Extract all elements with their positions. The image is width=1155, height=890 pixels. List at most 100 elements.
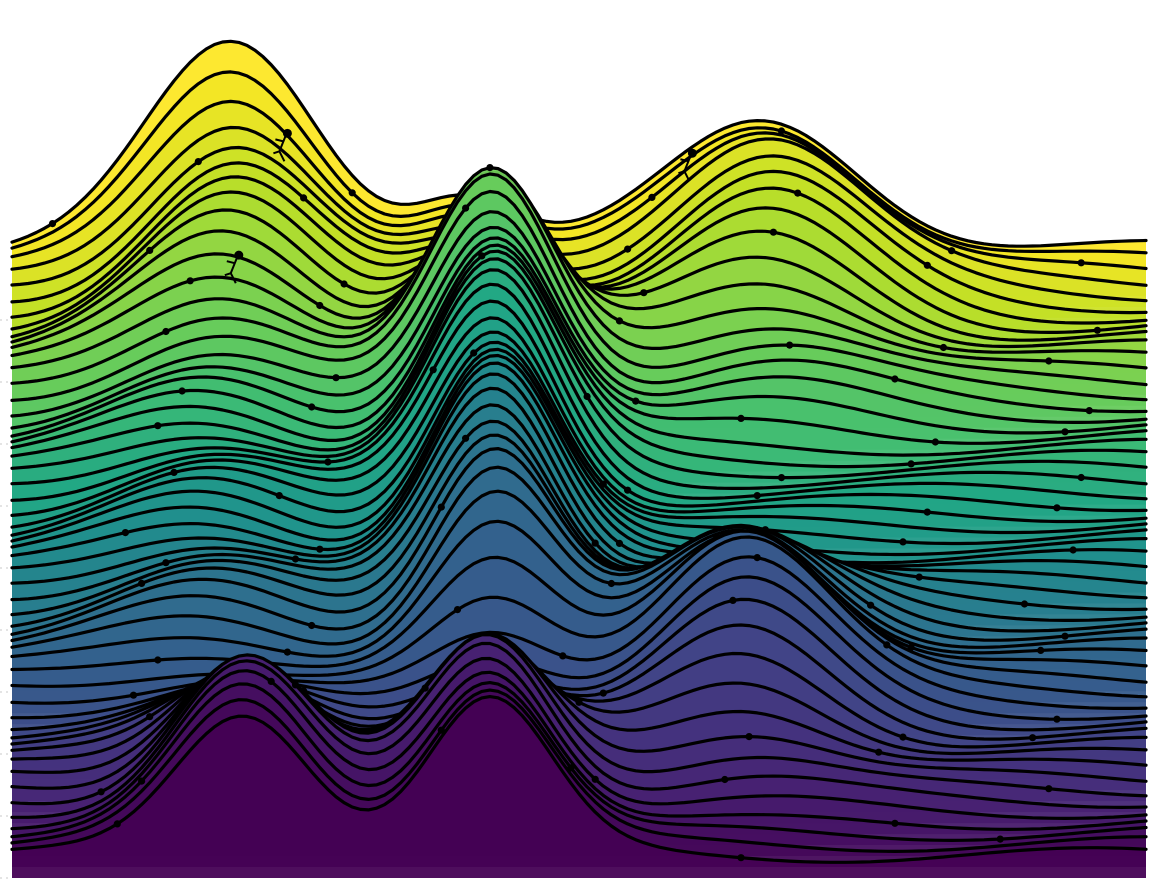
- ridge-dot: [186, 277, 194, 285]
- ridge-dot: [867, 601, 875, 609]
- ridge-dot: [146, 246, 154, 254]
- ridge-dot: [777, 474, 786, 482]
- ridge-line: [10, 419, 1148, 622]
- ridge-line: [10, 688, 1148, 853]
- ridge-series: [10, 340, 1148, 560]
- ridge-dot: [899, 733, 907, 741]
- ridge-series: [10, 210, 1148, 439]
- ridge-dot: [437, 503, 445, 511]
- ridge-line: [10, 433, 1148, 633]
- ridge-line: [10, 99, 1148, 271]
- ridge-dot: [996, 835, 1004, 843]
- ridge-dot: [97, 788, 105, 796]
- ridge-line: [10, 465, 1148, 649]
- ridge-line: [10, 170, 1148, 370]
- ridge-dot: [1020, 600, 1029, 608]
- ridge-line: [10, 489, 1148, 655]
- climber-head: [687, 148, 697, 158]
- ridge-line: [10, 447, 1148, 642]
- ridge-dot: [753, 554, 761, 562]
- ridge-dot: [907, 460, 915, 468]
- ridge-fill: [12, 317, 1146, 538]
- ridge-line: [10, 535, 1148, 699]
- ridge-dot: [923, 261, 931, 269]
- ridge-dot: [648, 193, 656, 201]
- ridge-dot: [753, 492, 761, 500]
- ridge-dot: [737, 854, 745, 862]
- ridge-dot: [429, 366, 437, 374]
- ridge-dot: [486, 164, 494, 172]
- ridge-dot: [607, 579, 616, 588]
- ridge-dot: [194, 158, 202, 166]
- ridge-dot: [891, 819, 899, 827]
- climber-body: [678, 155, 692, 182]
- ridge-dot: [308, 403, 316, 411]
- ridge-line: [10, 340, 1148, 546]
- ridge-dot: [769, 228, 778, 236]
- ridge-dot: [624, 486, 632, 494]
- ridge-dot: [291, 681, 300, 689]
- ridge-fill: [12, 404, 1146, 626]
- ridge-dot: [348, 189, 356, 197]
- ridge-dot: [948, 247, 956, 255]
- ridge-line: [10, 282, 1148, 501]
- ridge-line: [10, 669, 1148, 831]
- ridge-dot: [624, 245, 632, 253]
- ridge-fill: [12, 332, 1146, 549]
- ridge-dot: [583, 392, 591, 401]
- climber-head: [282, 128, 292, 138]
- ridge-dot: [1045, 785, 1053, 793]
- ridge-line: [10, 299, 1148, 513]
- ridge-dot: [931, 438, 940, 446]
- ridge-dot: [923, 508, 931, 516]
- ridge-dot: [340, 280, 348, 288]
- ridge-dot: [300, 194, 308, 202]
- ridge-dot: [632, 397, 640, 405]
- ridge-line: [10, 243, 1148, 457]
- ridge-dot: [316, 545, 324, 553]
- ridge-dot: [162, 327, 170, 336]
- ridge-dot: [1053, 504, 1061, 512]
- ridge-dot: [291, 555, 300, 563]
- ridge-dot: [575, 698, 583, 706]
- ridge-dot: [324, 458, 332, 466]
- ridge-dot: [437, 726, 445, 734]
- ridge-fill: [12, 227, 1146, 450]
- ridge-dot: [1061, 428, 1069, 436]
- climber-head: [234, 250, 244, 260]
- ridge-dot: [283, 648, 291, 656]
- ridge-dot: [332, 374, 340, 382]
- ridge-dot: [470, 349, 478, 357]
- ridge-line: [10, 695, 1148, 864]
- ridge-dot: [615, 317, 624, 325]
- ridge-dot: [1053, 715, 1061, 723]
- ridge-series: [10, 226, 1148, 450]
- climber-figure: [273, 128, 292, 162]
- ridge-dot: [138, 777, 146, 785]
- ridge-dot: [129, 691, 138, 699]
- ridge-line: [10, 257, 1148, 480]
- climber-body: [224, 257, 238, 284]
- ridge-series: [10, 403, 1148, 626]
- ridge-line: [10, 125, 1148, 287]
- ridge-dot: [786, 341, 794, 349]
- ridge-dot: [559, 652, 567, 660]
- climber-body: [273, 135, 287, 162]
- ridge-dot: [267, 677, 275, 686]
- ridge-line: [10, 372, 1148, 585]
- ridge-dot: [794, 189, 802, 197]
- ridge-dot: [599, 689, 607, 697]
- ridge-line: [10, 39, 1148, 248]
- ridge-line: [10, 529, 1148, 684]
- ridge-line: [10, 519, 1148, 668]
- ridge-dot: [729, 596, 737, 605]
- ridge-line: [10, 403, 1148, 612]
- ridge-dot: [146, 713, 154, 721]
- ridge-dot: [745, 733, 753, 741]
- climber-figure: [224, 250, 244, 284]
- ridge-line: [10, 183, 1148, 354]
- ridge-dot: [48, 220, 57, 228]
- ridge-dot: [1045, 357, 1053, 365]
- ridge-fill: [12, 238, 1146, 461]
